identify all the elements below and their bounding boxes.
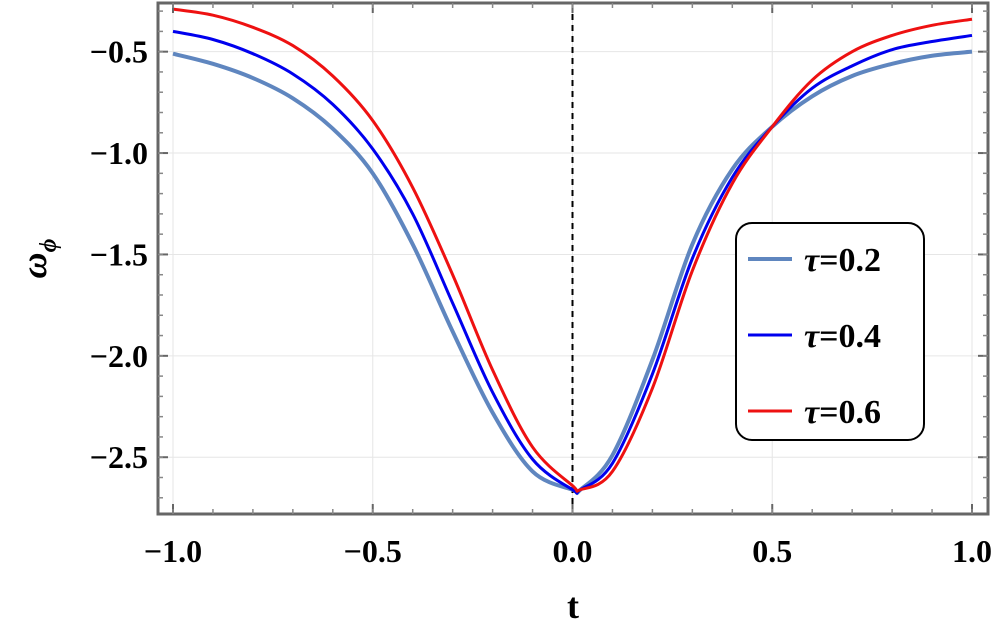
legend-label-1: τ=0.2: [804, 242, 881, 279]
x-tick-label: −0.5: [344, 533, 402, 569]
y-tick-label: −1.0: [90, 135, 148, 171]
svg-text:ωϕ: ωϕ: [14, 238, 62, 278]
x-axis-title: t: [567, 586, 579, 626]
series-line-3: [172, 7, 973, 493]
y-axis-title: ωϕ: [14, 238, 62, 278]
y-tick-label: −2.0: [90, 338, 148, 374]
tick-marks: [158, 3, 988, 514]
legend: τ=0.2 τ=0.4 τ=0.6: [735, 222, 925, 441]
legend-label-3: τ=0.6: [804, 394, 881, 431]
y-axis-title-sub: ϕ: [36, 238, 62, 252]
x-tick-label: 1.0: [952, 533, 992, 569]
y-tick-label: −2.5: [90, 439, 148, 475]
legend-box: [735, 222, 925, 441]
tick-labels: −1.0 −0.5 0.0 0.5 1.0 −0.5 −1.0 −1.5 −2.0 −2.5: [90, 34, 992, 569]
y-tick-label: −0.5: [90, 34, 148, 70]
y-tick-label: −1.5: [90, 236, 148, 272]
legend-label-2: τ=0.4: [804, 318, 881, 355]
x-tick-label: 0.0: [553, 533, 593, 569]
series-layer: [172, 7, 973, 495]
x-tick-label: −1.0: [144, 533, 202, 569]
x-tick-label: 0.5: [752, 533, 792, 569]
y-axis-title-base: ω: [14, 252, 54, 278]
